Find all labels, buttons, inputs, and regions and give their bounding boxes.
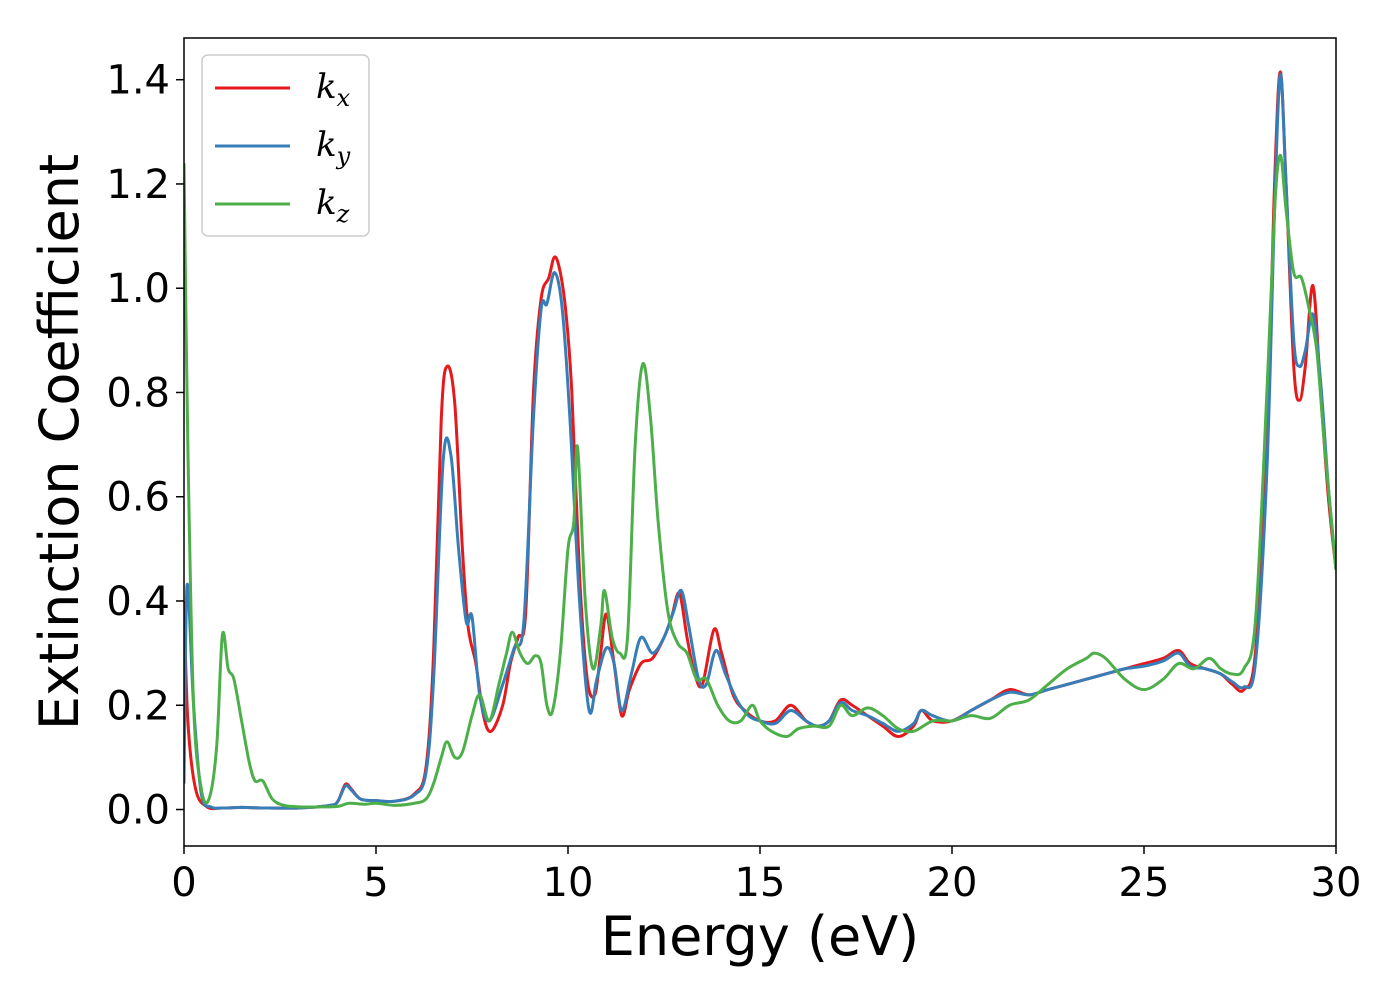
x-tick-label: 30 — [1311, 860, 1362, 906]
x-tick-label: 5 — [363, 860, 388, 906]
x-tick-label: 15 — [735, 860, 786, 906]
y-axis: 0.0 0.2 0.4 0.6 0.8 1.0 1.2 1.4 — [106, 58, 184, 834]
y-axis-label: Extinction Coefficient — [28, 154, 91, 730]
x-tick-label: 25 — [1119, 860, 1170, 906]
x-tick-label: 20 — [927, 860, 978, 906]
y-tick-label: 0.6 — [106, 475, 170, 521]
legend-label-kx: kx — [316, 67, 351, 112]
legend: kx ky kz — [201, 54, 370, 237]
series-lines — [184, 70, 1336, 811]
y-tick-label: 0.4 — [106, 579, 170, 625]
y-tick-label: 1.4 — [106, 58, 170, 104]
legend-label-ky: ky — [316, 125, 351, 170]
x-tick-label: 10 — [543, 860, 594, 906]
x-tick-label: 0 — [171, 860, 196, 906]
x-axis: 0 5 10 15 20 25 30 — [171, 846, 1361, 906]
y-tick-label: 1.2 — [106, 162, 170, 208]
x-axis-label: Energy (eV) — [601, 905, 920, 968]
series-line-kz — [184, 153, 1336, 809]
series-line-ky — [184, 72, 1336, 810]
y-tick-label: 0.2 — [106, 683, 170, 729]
y-tick-label: 1.0 — [106, 266, 170, 312]
y-tick-label: 0.0 — [106, 788, 170, 834]
legend-label-kz: kz — [316, 183, 350, 228]
y-tick-label: 0.8 — [106, 370, 170, 416]
